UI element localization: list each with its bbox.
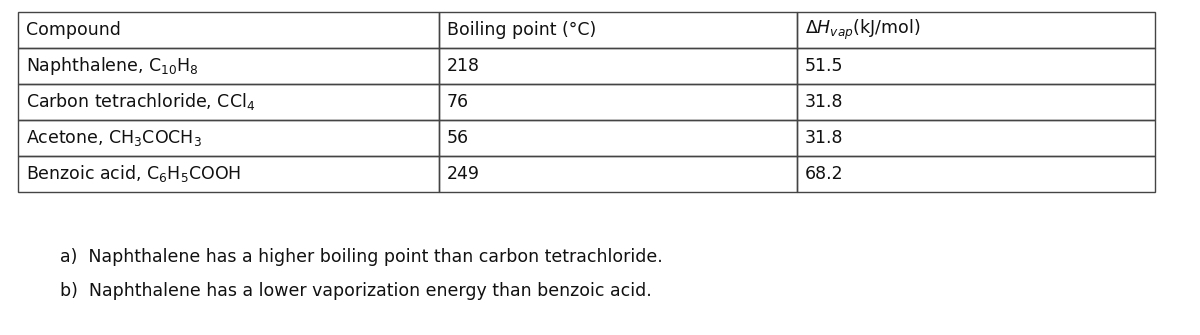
Text: $\Delta H_{\it{vap}}$(kJ/mol): $\Delta H_{\it{vap}}$(kJ/mol) bbox=[805, 18, 920, 42]
Bar bbox=[439, 84, 797, 120]
Text: 68.2: 68.2 bbox=[805, 165, 844, 183]
Text: 31.8: 31.8 bbox=[805, 93, 844, 111]
Bar bbox=[18, 156, 439, 192]
Text: 76: 76 bbox=[446, 93, 469, 111]
Text: Carbon tetrachloride, CCl$_4$: Carbon tetrachloride, CCl$_4$ bbox=[26, 91, 256, 113]
Bar bbox=[18, 48, 439, 84]
Text: 249: 249 bbox=[446, 165, 480, 183]
Bar bbox=[18, 12, 439, 48]
Text: Naphthalene, C$_{10}$H$_8$: Naphthalene, C$_{10}$H$_8$ bbox=[26, 55, 199, 77]
Text: 56: 56 bbox=[446, 129, 469, 147]
Bar bbox=[797, 120, 1154, 156]
Bar bbox=[439, 120, 797, 156]
Text: Benzoic acid, C$_6$H$_5$COOH: Benzoic acid, C$_6$H$_5$COOH bbox=[26, 163, 241, 185]
Text: 218: 218 bbox=[446, 57, 480, 75]
Text: 51.5: 51.5 bbox=[805, 57, 844, 75]
Text: b)  Naphthalene has a lower vaporization energy than benzoic acid.: b) Naphthalene has a lower vaporization … bbox=[60, 282, 652, 300]
Bar bbox=[439, 48, 797, 84]
Bar bbox=[439, 12, 797, 48]
Text: Compound: Compound bbox=[26, 21, 121, 39]
Bar bbox=[18, 120, 439, 156]
Text: a)  Naphthalene has a higher boiling point than carbon tetrachloride.: a) Naphthalene has a higher boiling poin… bbox=[60, 248, 662, 266]
Bar bbox=[797, 12, 1154, 48]
Text: Acetone, CH$_3$COCH$_3$: Acetone, CH$_3$COCH$_3$ bbox=[26, 128, 202, 148]
Bar bbox=[797, 84, 1154, 120]
Bar bbox=[797, 156, 1154, 192]
Bar bbox=[18, 84, 439, 120]
Text: 31.8: 31.8 bbox=[805, 129, 844, 147]
Text: Boiling point (°C): Boiling point (°C) bbox=[446, 21, 596, 39]
Bar bbox=[797, 48, 1154, 84]
Bar bbox=[439, 156, 797, 192]
